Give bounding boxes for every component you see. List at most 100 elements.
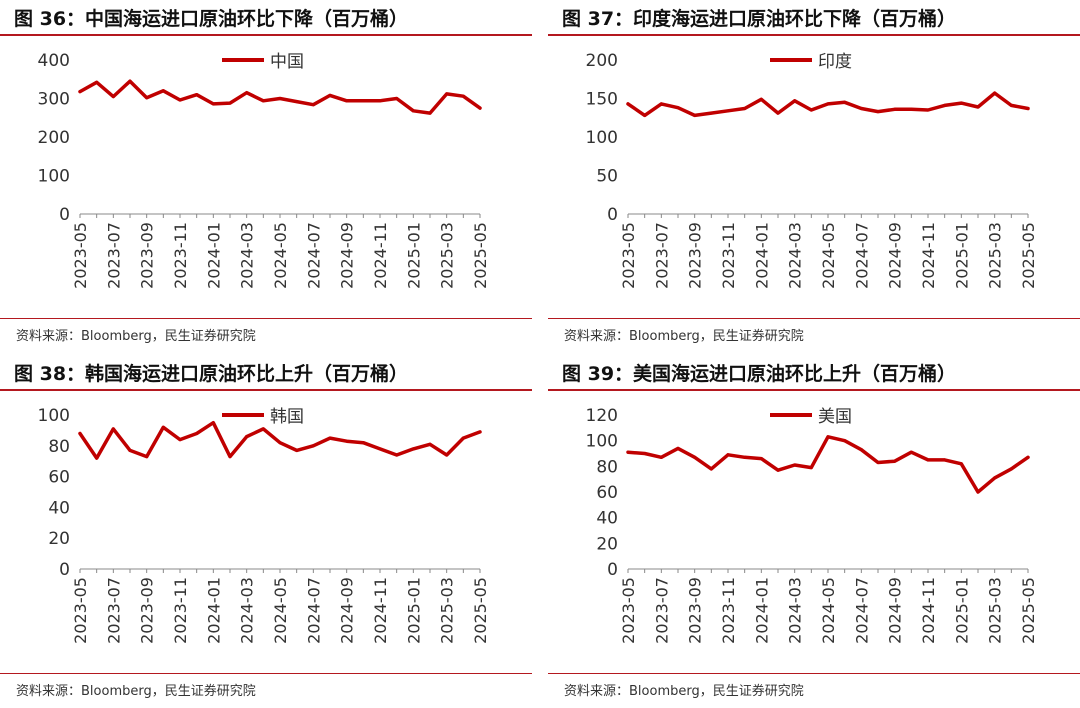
data-point — [993, 91, 997, 95]
data-point — [145, 96, 149, 100]
data-point — [626, 102, 630, 106]
data-point — [809, 466, 813, 470]
data-point — [78, 90, 82, 94]
data-point — [843, 439, 847, 443]
data-point — [959, 462, 963, 466]
x-tick-label: 2023-09 — [138, 577, 157, 644]
source-divider — [0, 318, 532, 319]
x-tick-label: 2024-07 — [304, 577, 323, 644]
y-tick-label: 150 — [586, 90, 618, 110]
data-point — [643, 452, 647, 455]
data-point — [943, 103, 947, 107]
x-tick-label: 2024-03 — [238, 222, 257, 289]
legend-label: 印度 — [818, 52, 852, 72]
x-tick-label: 2025-03 — [438, 222, 457, 289]
y-tick-label: 50 — [596, 167, 618, 187]
x-tick-label: 2025-03 — [438, 577, 457, 644]
data-point — [428, 442, 432, 446]
data-point — [843, 100, 847, 104]
data-point — [743, 455, 747, 459]
x-tick-label: 2024-03 — [786, 222, 805, 289]
data-point — [461, 94, 465, 98]
data-point — [361, 99, 365, 103]
chart-panel-37: 图 37：印度海运进口原油环比下降（百万桶） 0 50 100 150 200 2023-… — [548, 0, 1080, 353]
data-point — [993, 476, 997, 480]
title-bar: 图 39：美国海运进口原油环比上升（百万桶） — [548, 355, 1080, 391]
chart-source: 资料来源：Bloomberg，民生证券研究院 — [564, 329, 804, 344]
data-point — [245, 91, 249, 95]
x-tick-label: 2023-07 — [652, 222, 671, 289]
data-point — [178, 98, 182, 102]
y-tick-label: 200 — [586, 51, 618, 71]
chart-panel-38: 图 38：韩国海运进口原油环比上升（百万桶） 0 20 40 60 80 100 2023-… — [0, 355, 532, 708]
x-tick-label: 2024-05 — [271, 222, 290, 289]
legend-label: 美国 — [818, 407, 852, 427]
x-tick-label: 2023-05 — [71, 577, 90, 644]
data-point — [776, 468, 780, 472]
data-point — [759, 97, 763, 101]
y-tick-label: 200 — [38, 128, 70, 148]
y-tick-label: 20 — [596, 534, 618, 554]
x-tick-label: 2023-05 — [619, 577, 638, 644]
data-point — [943, 458, 947, 462]
chart-source: 资料来源：Bloomberg，民生证券研究院 — [16, 329, 256, 344]
chart-panel-39: 图 39：美国海运进口原油环比上升（百万桶） 0 20 40 60 80 100 120 20… — [548, 355, 1080, 708]
data-point — [776, 111, 780, 115]
x-tick-label: 2024-11 — [371, 577, 390, 644]
chart-svg: 0 20 40 60 80 100 120 2023-05 2023-07 2023-09 2023… — [586, 406, 1038, 644]
data-point — [676, 446, 680, 450]
y-tick-label: 60 — [596, 483, 618, 503]
x-tick-label: 2025-05 — [471, 577, 490, 644]
y-tick-label: 400 — [38, 51, 70, 71]
data-point — [111, 427, 115, 431]
x-tick-label: 2024-11 — [371, 222, 390, 289]
data-point — [161, 425, 165, 429]
data-point — [395, 97, 399, 100]
x-tick-label: 2024-09 — [338, 577, 357, 644]
data-point — [345, 99, 349, 103]
data-point — [411, 447, 415, 451]
data-point — [826, 435, 830, 439]
x-tick-label: 2025-03 — [986, 577, 1005, 644]
data-point — [345, 439, 349, 443]
x-tick-label: 2024-01 — [204, 577, 223, 644]
data-point — [295, 100, 299, 104]
x-tick-label: 2024-07 — [852, 222, 871, 289]
data-point — [211, 421, 215, 425]
data-point — [876, 110, 880, 114]
chart-title: 图 38：韩国海运进口原油环比上升（百万桶） — [14, 363, 409, 385]
chart-svg: 0 20 40 60 80 100 2023-05 2023-07 2023-09 2023-11… — [38, 406, 490, 644]
data-point — [1009, 103, 1013, 107]
data-point — [676, 106, 680, 110]
data-point — [195, 431, 199, 435]
data-point — [261, 427, 265, 431]
x-tick-label: 2024-07 — [852, 577, 871, 644]
data-point — [295, 448, 299, 452]
data-point — [709, 467, 713, 471]
data-point — [195, 93, 199, 97]
x-tick-label: 2024-03 — [786, 577, 805, 644]
title-bar: 图 36：中国海运进口原油环比下降（百万桶） — [0, 0, 532, 36]
data-point — [726, 109, 730, 113]
data-point — [909, 450, 913, 454]
x-tick-label: 2025-01 — [952, 577, 971, 644]
data-point — [95, 80, 99, 84]
chart-svg: 0 50 100 150 200 2023-05 2023-07 2023-09 2023-11… — [586, 51, 1038, 289]
x-tick-label: 2023-05 — [619, 222, 638, 289]
y-tick-label: 300 — [38, 90, 70, 110]
chart-title: 图 36：中国海运进口原油环比下降（百万桶） — [14, 8, 409, 30]
y-tick-label: 120 — [586, 406, 618, 426]
y-tick-label: 0 — [607, 560, 618, 580]
data-point — [876, 460, 880, 464]
x-tick-label: 2025-01 — [404, 222, 423, 289]
data-point — [461, 436, 465, 440]
data-point — [726, 453, 730, 457]
y-tick-label: 100 — [38, 167, 70, 187]
data-point — [328, 436, 332, 440]
y-tick-label: 80 — [48, 437, 70, 457]
y-tick-label: 40 — [596, 509, 618, 529]
x-tick-label: 2025-05 — [471, 222, 490, 289]
data-point — [709, 111, 713, 115]
x-tick-label: 2023-11 — [719, 577, 738, 644]
data-point — [809, 108, 813, 112]
